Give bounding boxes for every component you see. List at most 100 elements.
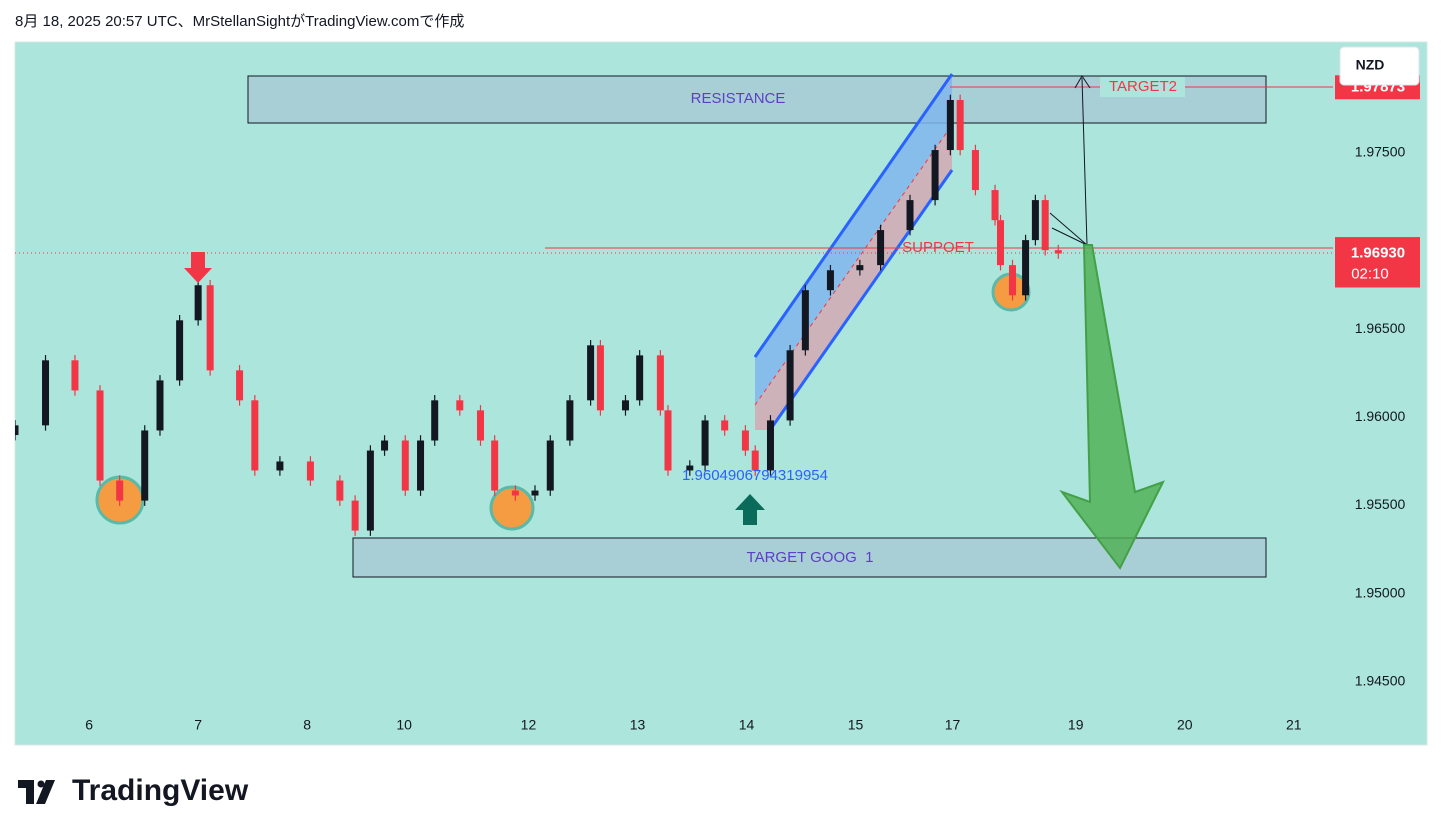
support-label: SUPPOET xyxy=(902,239,974,256)
candle-body xyxy=(276,461,284,471)
candle-body xyxy=(877,230,885,266)
candle-body xyxy=(991,190,999,221)
candle-body xyxy=(1031,200,1039,241)
candle-body xyxy=(906,200,914,231)
path-line xyxy=(1051,227,1088,246)
y-tick-label: 1.96500 xyxy=(1355,320,1406,336)
candle-body xyxy=(997,220,1005,266)
circle xyxy=(489,485,535,531)
candle-body xyxy=(701,420,709,466)
down-arrow xyxy=(184,252,212,283)
candle-body xyxy=(141,430,149,501)
candle-body xyxy=(476,410,484,441)
candle-body xyxy=(1041,200,1049,251)
channel-line xyxy=(768,169,954,431)
candle-body xyxy=(636,355,644,401)
candle-body xyxy=(156,380,164,431)
candle-body xyxy=(686,465,694,471)
x-tick-label: 7 xyxy=(194,717,202,733)
resistance-zone xyxy=(247,75,1267,124)
candle-body xyxy=(306,461,314,481)
countdown: 02:10 xyxy=(1351,265,1389,282)
candle-body xyxy=(194,285,202,321)
candle-body xyxy=(766,420,774,471)
candle-body xyxy=(751,450,759,471)
price-label: 1.96930 xyxy=(1351,244,1405,261)
candle-body xyxy=(431,400,439,441)
y-tick-label: 1.96000 xyxy=(1355,408,1406,424)
target1-label: TARGET GOOG 1 xyxy=(747,549,874,566)
candle-body xyxy=(116,480,124,501)
candle-body xyxy=(1054,250,1062,254)
candle-body xyxy=(206,285,214,371)
candle-body xyxy=(801,290,809,351)
y-tick-label: 1.97500 xyxy=(1355,144,1406,160)
candle-body xyxy=(721,420,729,431)
candle-body xyxy=(946,99,954,151)
candle-body xyxy=(401,440,409,491)
annotations-top: RESISTANCE TARGET GOOG 1 TARGET2 SUPPOET… xyxy=(184,75,1185,570)
candle-body xyxy=(656,355,664,411)
candle-body xyxy=(236,370,244,401)
candle-body xyxy=(621,400,629,411)
candle-body xyxy=(826,270,834,291)
candles xyxy=(15,94,1062,536)
annotations xyxy=(15,73,1333,578)
y-tick-label: 1.95000 xyxy=(1355,584,1406,600)
candle-body xyxy=(351,500,359,531)
channel-lower xyxy=(755,125,952,430)
candle-body xyxy=(491,440,499,491)
candle-body xyxy=(1022,240,1030,296)
candle-body xyxy=(417,440,425,491)
candle-body xyxy=(546,440,554,491)
x-tick-label: 12 xyxy=(521,717,537,733)
candle-body xyxy=(71,360,79,391)
button-label[interactable]: NZD xyxy=(1356,57,1385,73)
arrow-head xyxy=(1074,75,1091,89)
plot-background xyxy=(14,41,1428,746)
x-tick-label: 15 xyxy=(848,717,864,733)
candle-body xyxy=(741,430,749,451)
currency-button[interactable]: NZD xyxy=(1339,46,1420,86)
arrow-line xyxy=(1081,77,1088,246)
button-bg[interactable] xyxy=(1339,46,1420,86)
candle-body xyxy=(786,350,794,421)
candle-body xyxy=(15,425,19,436)
candle-body xyxy=(596,345,604,411)
level-label: 1.9604906794319954 xyxy=(682,467,828,484)
candle-body xyxy=(931,150,939,201)
up-arrow xyxy=(735,494,765,525)
candle-body xyxy=(381,440,389,451)
candle-body xyxy=(566,400,574,441)
candle-body xyxy=(42,360,50,426)
x-tick-label: 19 xyxy=(1068,717,1084,733)
x-tick-label: 8 xyxy=(303,717,311,733)
candle-body xyxy=(1008,265,1016,296)
x-tick-label: 20 xyxy=(1177,717,1193,733)
x-tick-label: 17 xyxy=(945,717,961,733)
label-bg xyxy=(1100,77,1185,97)
x-tick-label: 21 xyxy=(1286,717,1302,733)
resistance-label: RESISTANCE xyxy=(691,90,786,107)
candle-body xyxy=(856,265,864,271)
candle-body xyxy=(971,150,979,191)
logo-dot xyxy=(37,780,45,788)
candle-body xyxy=(664,410,672,471)
candle-body xyxy=(96,390,104,481)
x-tick-label: 6 xyxy=(85,717,93,733)
brand: TradingView xyxy=(72,774,249,807)
big-down-arrow xyxy=(1059,244,1166,570)
candle-body xyxy=(456,400,464,411)
path-line xyxy=(1049,212,1088,246)
x-tick-label: 13 xyxy=(630,717,646,733)
price-label-bg xyxy=(1335,241,1420,288)
channel-line xyxy=(753,73,954,358)
candle-body xyxy=(531,490,539,496)
candle-body xyxy=(366,450,374,531)
header: 8月 18, 2025 20:57 UTC、MrStellanSightがTra… xyxy=(15,13,464,30)
candle-body xyxy=(336,480,344,501)
candle-body xyxy=(956,99,964,151)
x-tick-label: 14 xyxy=(739,717,755,733)
logo: TradingView xyxy=(18,774,249,807)
